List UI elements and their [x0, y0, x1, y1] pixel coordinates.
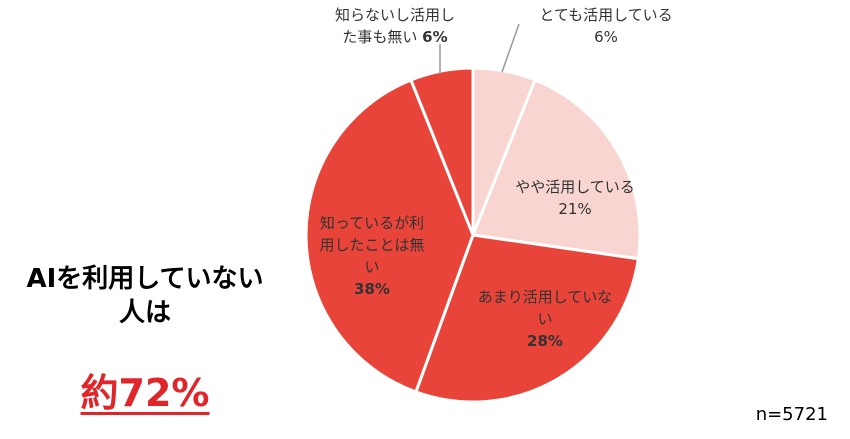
summary-subtitle: 人は: [118, 298, 171, 328]
sample-size: n=5721: [755, 404, 828, 425]
summary-percentage: 約72%: [80, 371, 210, 415]
slice-label: あまり活用していない 28%: [478, 288, 613, 350]
slice-label: やや活用している 21%: [515, 178, 635, 218]
pie-slice: [304, 78, 475, 394]
summary-title: AIを利用していない: [26, 264, 264, 294]
pie-slice: [413, 233, 640, 404]
slice-label: とても活用している 6%: [539, 6, 672, 46]
slice-label: 知っているが利用したことは無い 38%: [319, 214, 424, 298]
slice-label: 知らないし活用した事も無い 6%: [335, 6, 455, 46]
pie-slice: [408, 66, 475, 236]
pie-slice: [470, 78, 642, 261]
leader-line: [501, 23, 520, 73]
